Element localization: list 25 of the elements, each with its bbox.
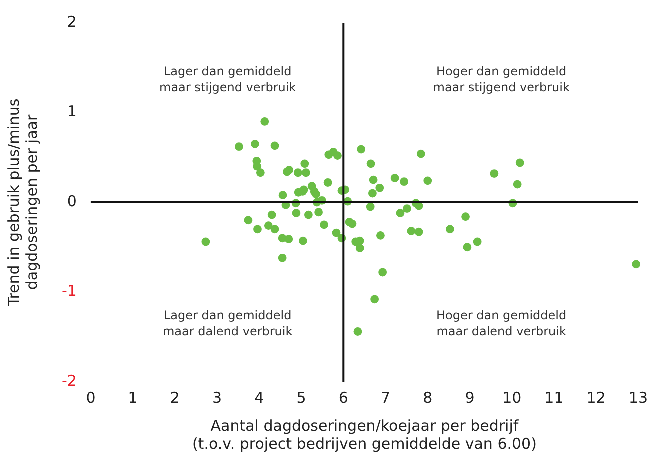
x-tick-label: 7 xyxy=(380,388,391,407)
x-tick-label: 9 xyxy=(465,388,475,407)
x-tick-label: 1 xyxy=(128,388,138,407)
x-tick-label: 4 xyxy=(254,388,264,407)
x-tick-label: 8 xyxy=(423,388,433,407)
y-tick-label: -2 xyxy=(62,372,77,390)
y-tick-label: 2 xyxy=(67,12,77,31)
x-tick-label: 2 xyxy=(170,388,180,407)
x-tick-label: 10 xyxy=(502,388,522,407)
y-axis-title: Trend in gebruik plus/minus dagdoseringen per jaar xyxy=(4,98,41,308)
y-tick-label: 1 xyxy=(67,102,77,121)
x-tick-label: 0 xyxy=(86,388,96,407)
y-tick-label: 0 xyxy=(67,192,77,210)
x-axis-title: Aantal dagdoseringen/koejaar per bedrijf (t.o.v. project bedrijven gemiddelde van 6.00) xyxy=(192,416,537,453)
annotation: Lager dan gemiddeld maar dalend verbruik xyxy=(162,308,293,339)
y-tick-label: -1 xyxy=(62,282,77,300)
x-tick-label: 13 xyxy=(628,388,648,407)
annotation: Hoger dan gemiddeld maar stijgend verbruik xyxy=(433,64,570,95)
x-tick-label: 5 xyxy=(296,388,306,407)
x-tick-label: 11 xyxy=(544,388,564,407)
annotation: Lager dan gemiddeld maar stijgend verbruik xyxy=(159,64,296,95)
x-tick-label: 3 xyxy=(212,388,222,407)
annotation: Hoger dan gemiddeld maar dalend verbruik xyxy=(436,308,567,339)
x-tick-label: 6 xyxy=(338,388,348,407)
x-tick-label: 12 xyxy=(586,388,606,407)
